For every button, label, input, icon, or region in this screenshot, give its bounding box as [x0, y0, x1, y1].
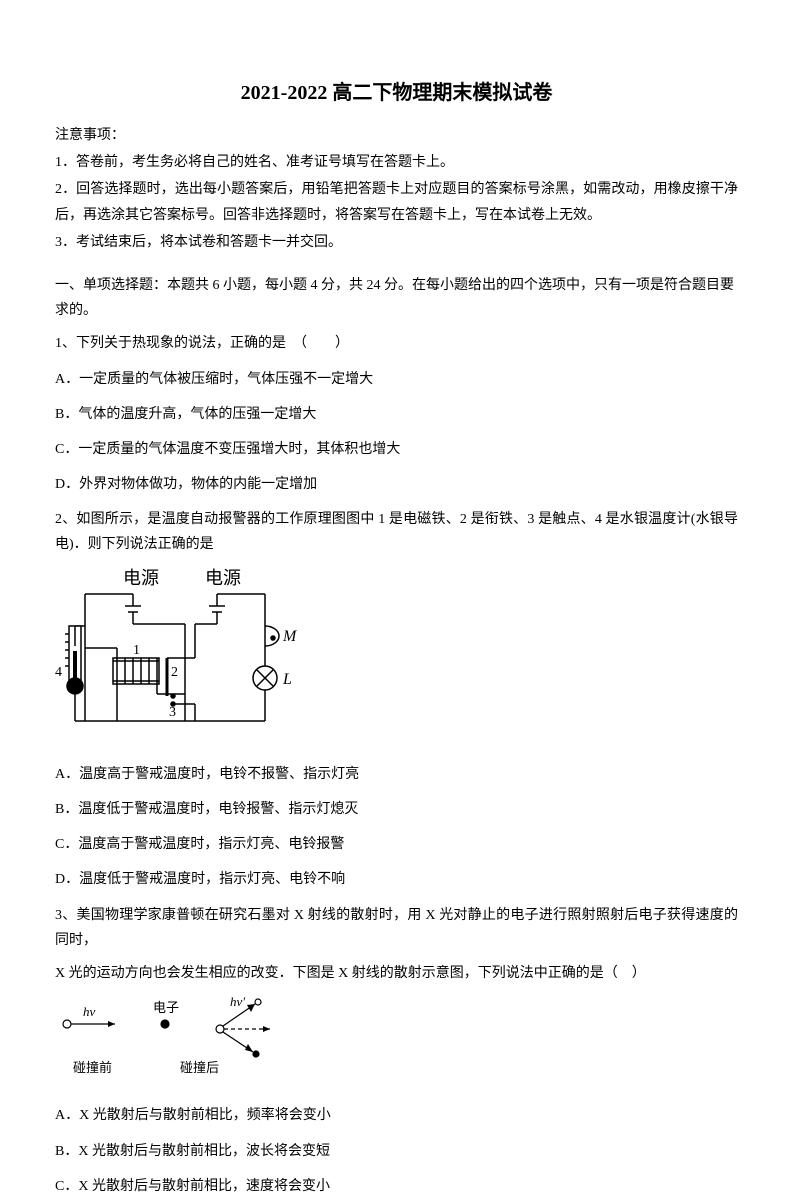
- q2-label-3: 3: [169, 705, 176, 720]
- q2-label-m: M: [282, 628, 298, 645]
- section-1-intro: 一、单项选择题：本题共 6 小题，每小题 4 分，共 24 分。在每小题给出的四…: [55, 273, 738, 323]
- notice-item-3: 3．考试结束后，将本试卷和答题卡一并交回。: [55, 230, 738, 255]
- q2-option-d: D．温度低于警戒温度时，指示灯亮、电铃不响: [55, 867, 738, 892]
- q3-option-b: B．X 光散射后与散射前相比，波长将会变短: [55, 1139, 738, 1164]
- q2-label-power1: 电源: [123, 568, 159, 588]
- q3-option-a: A．X 光散射后与散射前相比，频率将会变小: [55, 1103, 738, 1128]
- q1-stem: 1、下列关于热现象的说法，正确的是 （ ）: [55, 331, 738, 356]
- q3-stem-line2: X 光的运动方向也会发生相应的改变．下图是 X 射线的散射示意图，下列说法中正确…: [55, 961, 738, 986]
- q1-option-b: B．气体的温度升高，气体的压强一定增大: [55, 402, 738, 427]
- q3-label-electron: 电子: [153, 1000, 179, 1015]
- exam-title: 2021-2022 高二下物理期末模拟试卷: [55, 75, 738, 111]
- q3-stem-line1: 3、美国物理学家康普顿在研究石墨对 X 射线的散射时，用 X 光对静止的电子进行…: [55, 903, 738, 953]
- q2-option-b: B．温度低于警戒温度时，电铃报警、指示灯熄灭: [55, 797, 738, 822]
- q1-option-d: D．外界对物体做功，物体的内能一定增加: [55, 472, 738, 497]
- q2-stem: 2、如图所示，是温度自动报警器的工作原理图图中 1 是电磁铁、2 是衔铁、3 是…: [55, 507, 738, 557]
- q2-option-c: C．温度高于警戒温度时，指示灯亮、电铃报警: [55, 832, 738, 857]
- q3-label-hv: hv: [83, 1004, 96, 1019]
- notice-item-1: 1．答卷前，考生务必将自己的姓名、准考证号填写在答题卡上。: [55, 150, 738, 175]
- notice-header: 注意事项：: [55, 123, 738, 148]
- q3-label-before: 碰撞前: [73, 1060, 112, 1075]
- q1-option-a: A．一定质量的气体被压缩时，气体压强不一定增大: [55, 367, 738, 392]
- q2-label-2: 2: [171, 665, 178, 680]
- q2-label-1: 1: [133, 643, 140, 658]
- q2-label-power2: 电源: [205, 568, 241, 588]
- notice-item-2: 2．回答选择题时，选出每小题答案后，用铅笔把答题卡上对应题目的答案标号涂黑，如需…: [55, 177, 738, 227]
- q3-label-hvprime: hv': [230, 994, 245, 1009]
- q2-diagram: 电源 电源: [55, 566, 738, 750]
- q2-label-4: 4: [55, 665, 62, 680]
- q3-option-c: C．X 光散射后与散射前相比，速度将会变小: [55, 1174, 738, 1199]
- q1-option-c: C．一定质量的气体温度不变压强增大时，其体积也增大: [55, 437, 738, 462]
- q3-diagram: hv 电子 hv' 碰撞前 碰撞后: [55, 994, 738, 1093]
- q2-option-a: A．温度高于警戒温度时，电铃不报警、指示灯亮: [55, 762, 738, 787]
- q3-label-after: 碰撞后: [180, 1060, 219, 1075]
- q2-label-l: L: [282, 671, 292, 688]
